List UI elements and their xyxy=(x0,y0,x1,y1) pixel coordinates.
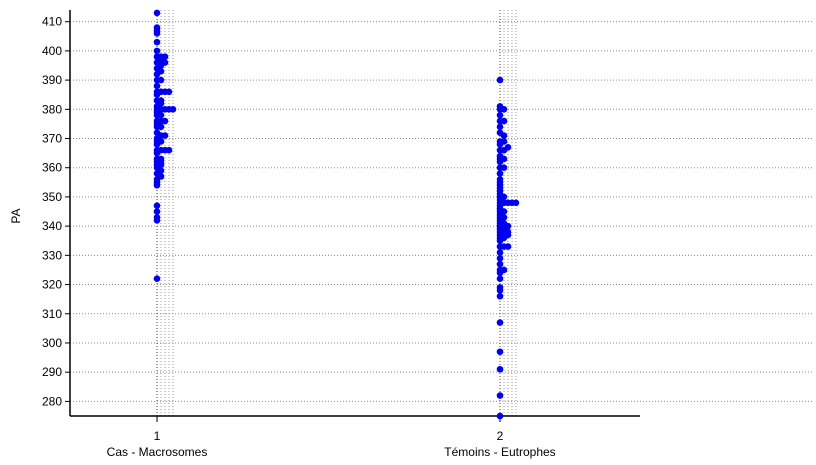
y-axis-ticks: 280 290 300 310 320 330 340 350 360 370 380 390 400 4… xyxy=(42,15,70,408)
y-tick-label-370: 370 xyxy=(42,132,62,146)
data-point xyxy=(496,123,504,131)
data-point xyxy=(153,24,161,31)
data-point xyxy=(500,208,508,215)
data-point xyxy=(157,76,165,84)
data-point xyxy=(169,106,177,113)
data-point xyxy=(496,348,504,356)
data-point xyxy=(500,266,508,274)
data-point xyxy=(161,59,169,66)
data-points xyxy=(153,9,520,420)
data-point xyxy=(157,138,165,145)
data-point xyxy=(504,143,512,151)
data-point xyxy=(153,275,161,283)
data-point xyxy=(496,392,504,399)
y-tick-label-320: 320 xyxy=(42,278,62,292)
y-tick-label-400: 400 xyxy=(42,44,62,58)
data-point xyxy=(500,155,508,163)
x-tick-label-1: 1 xyxy=(154,429,161,443)
data-point xyxy=(157,167,165,174)
y-tick-label-340: 340 xyxy=(42,219,62,233)
y-tick-label-280: 280 xyxy=(42,394,62,408)
y-tick-label-310: 310 xyxy=(42,307,62,321)
y-tick-label-290: 290 xyxy=(42,365,62,379)
data-point xyxy=(504,222,512,230)
data-point xyxy=(496,292,504,300)
y-tick-label-360: 360 xyxy=(42,161,62,175)
data-point xyxy=(153,47,161,55)
data-point xyxy=(161,53,169,61)
data-point xyxy=(500,106,508,113)
data-point xyxy=(153,214,161,221)
data-point xyxy=(153,202,161,209)
data-point xyxy=(500,117,508,125)
data-point xyxy=(496,176,504,183)
data-point xyxy=(153,9,161,17)
data-point xyxy=(157,155,165,163)
data-point xyxy=(153,82,161,90)
data-point xyxy=(496,254,504,262)
y-tick-label-300: 300 xyxy=(42,336,62,350)
group-guide-lines xyxy=(156,10,517,416)
data-point xyxy=(496,365,504,373)
y-tick-label-380: 380 xyxy=(42,102,62,116)
x-axis-ticks: 1 Cas - Macrosomes 2 Témoins - Eutrophes xyxy=(107,416,556,459)
y-tick-label-350: 350 xyxy=(42,190,62,204)
data-point xyxy=(165,146,173,154)
axes xyxy=(69,10,640,417)
data-point xyxy=(157,68,165,75)
data-point xyxy=(161,132,169,139)
data-point xyxy=(512,199,520,207)
data-point xyxy=(500,138,508,145)
data-point xyxy=(496,76,504,84)
data-point xyxy=(496,170,504,177)
data-point xyxy=(496,275,504,283)
data-point xyxy=(500,164,508,172)
data-point xyxy=(157,173,165,180)
data-point xyxy=(496,319,504,326)
data-point xyxy=(165,88,173,96)
data-point xyxy=(153,38,161,46)
data-point xyxy=(496,260,504,268)
data-point xyxy=(161,117,169,125)
x-tick-label-2: 2 xyxy=(497,429,504,443)
data-point xyxy=(504,243,512,250)
data-point xyxy=(157,97,165,104)
horizontal-gridlines xyxy=(70,21,812,402)
x-group-name-1: Cas - Macrosomes xyxy=(107,445,208,459)
data-point xyxy=(496,111,504,119)
data-point xyxy=(500,132,508,139)
data-point xyxy=(500,214,508,221)
y-tick-label-390: 390 xyxy=(42,73,62,87)
y-axis-label: PA xyxy=(9,208,23,223)
data-point xyxy=(153,208,161,215)
data-point xyxy=(496,249,504,256)
x-group-name-2: Témoins - Eutrophes xyxy=(444,445,555,459)
data-point xyxy=(504,228,512,236)
data-point xyxy=(500,193,508,201)
data-point xyxy=(496,284,504,291)
y-tick-label-330: 330 xyxy=(42,248,62,262)
data-point xyxy=(157,111,165,119)
data-point xyxy=(496,412,504,420)
data-point xyxy=(157,123,165,131)
y-tick-label-410: 410 xyxy=(42,15,62,29)
